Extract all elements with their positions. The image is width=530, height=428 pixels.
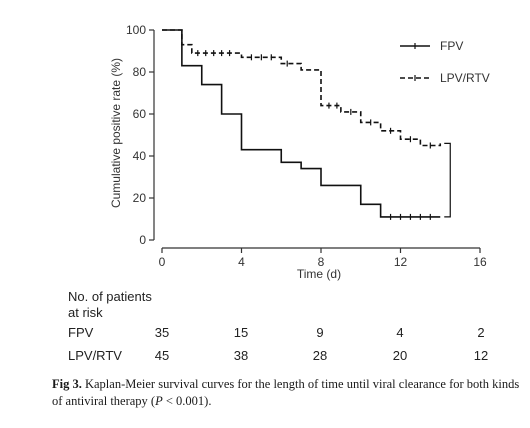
kaplan-meier-chart: 0 20 40 60 80 100 0 4 8 12 16 Time (d) Cumulative po… [109, 23, 490, 281]
risk-fpv-4: 15 [233, 325, 249, 340]
risk-row-label-lpv: LPV/RTV [68, 348, 122, 363]
risk-fpv-0: 35 [154, 325, 170, 340]
risk-lpv-16: 12 [473, 348, 489, 363]
risk-lpv-12: 20 [392, 348, 408, 363]
x-tick-label: 16 [473, 255, 487, 269]
y-axis-title: Cumulative positive rate (%) [109, 58, 123, 208]
series-fpv-curve [162, 29, 441, 218]
legend-lpv-label: LPV/RTV [440, 71, 490, 85]
y-tick-label: 80 [133, 65, 147, 79]
risk-lpv-4: 38 [233, 348, 249, 363]
risk-fpv-12: 4 [396, 325, 404, 340]
legend-fpv-label: FPV [440, 39, 463, 53]
x-axis-title: Time (d) [297, 267, 341, 281]
x-tick-label: 4 [238, 255, 245, 269]
risk-fpv-16: 2 [477, 325, 485, 340]
risk-lpv-8: 28 [312, 348, 328, 363]
significance-bracket [444, 142, 451, 218]
y-tick-label: 60 [133, 107, 147, 121]
caption-label: Fig 3. [52, 377, 82, 391]
x-tick-label: 12 [394, 255, 408, 269]
risk-row-label-fpv: FPV [68, 325, 94, 340]
risk-fpv-8: 9 [316, 325, 324, 340]
risk-title-line2: at risk [68, 305, 103, 320]
y-tick-label: 20 [133, 191, 147, 205]
y-tick-label: 100 [126, 23, 146, 37]
risk-table-title: No. of patients at risk [68, 289, 152, 321]
risk-lpv-0: 45 [154, 348, 170, 363]
caption-p-value: < 0.001). [162, 394, 212, 408]
y-tick-label: 40 [133, 149, 147, 163]
risk-title-line1: No. of patients [68, 289, 152, 304]
y-tick-label: 0 [139, 233, 146, 247]
figure-caption: Fig 3. Kaplan-Meier survival curves for … [52, 376, 522, 410]
series-lpv-rtv-curve [162, 29, 442, 147]
x-tick-label: 0 [159, 255, 166, 269]
caption-p-symbol: P [155, 394, 163, 408]
caption-text: Kaplan-Meier survival curves for the len… [52, 377, 520, 408]
x-tick-label: 8 [318, 255, 325, 269]
